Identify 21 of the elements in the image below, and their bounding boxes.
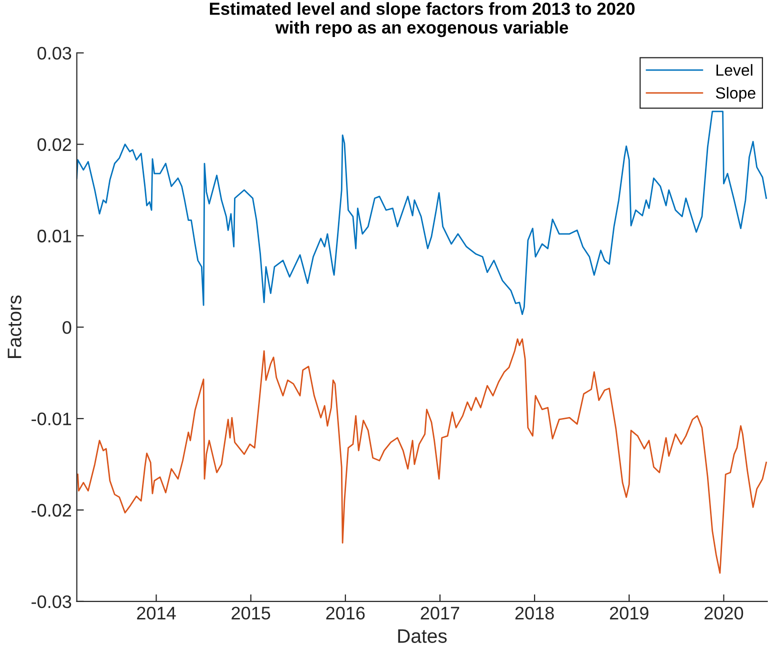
y-axis-title: Factors <box>8 295 22 358</box>
x-axis-title: Dates <box>398 629 447 643</box>
x-tick-label: 2014 <box>137 606 176 620</box>
x-tick-label: 2020 <box>704 606 744 620</box>
x-tick-label: 2019 <box>610 606 648 620</box>
chart-title: Estimated level and slope factors from 2013 to 2020 with repo as an exogenous variable <box>210 2 635 38</box>
x-tick-label: 2016 <box>326 606 365 620</box>
x-tick-label: 2017 <box>420 606 460 620</box>
y-tick-label: -0.01 <box>32 412 72 426</box>
y-tick-label: 0.02 <box>38 138 72 152</box>
legend-label: Level <box>716 64 752 76</box>
line-series <box>77 338 767 574</box>
y-tick-label: 0 <box>62 321 72 334</box>
y-tick-label: -0.03 <box>32 595 72 608</box>
y-tick-label: 0.03 <box>38 46 72 60</box>
y-tick-label: 0.01 <box>38 230 72 242</box>
y-tick-label: -0.02 <box>32 504 72 517</box>
x-tick-label: 2018 <box>515 606 554 620</box>
line-series <box>76 110 767 316</box>
legend-label: Slope <box>716 86 756 102</box>
x-tick-label: 2015 <box>232 606 270 620</box>
